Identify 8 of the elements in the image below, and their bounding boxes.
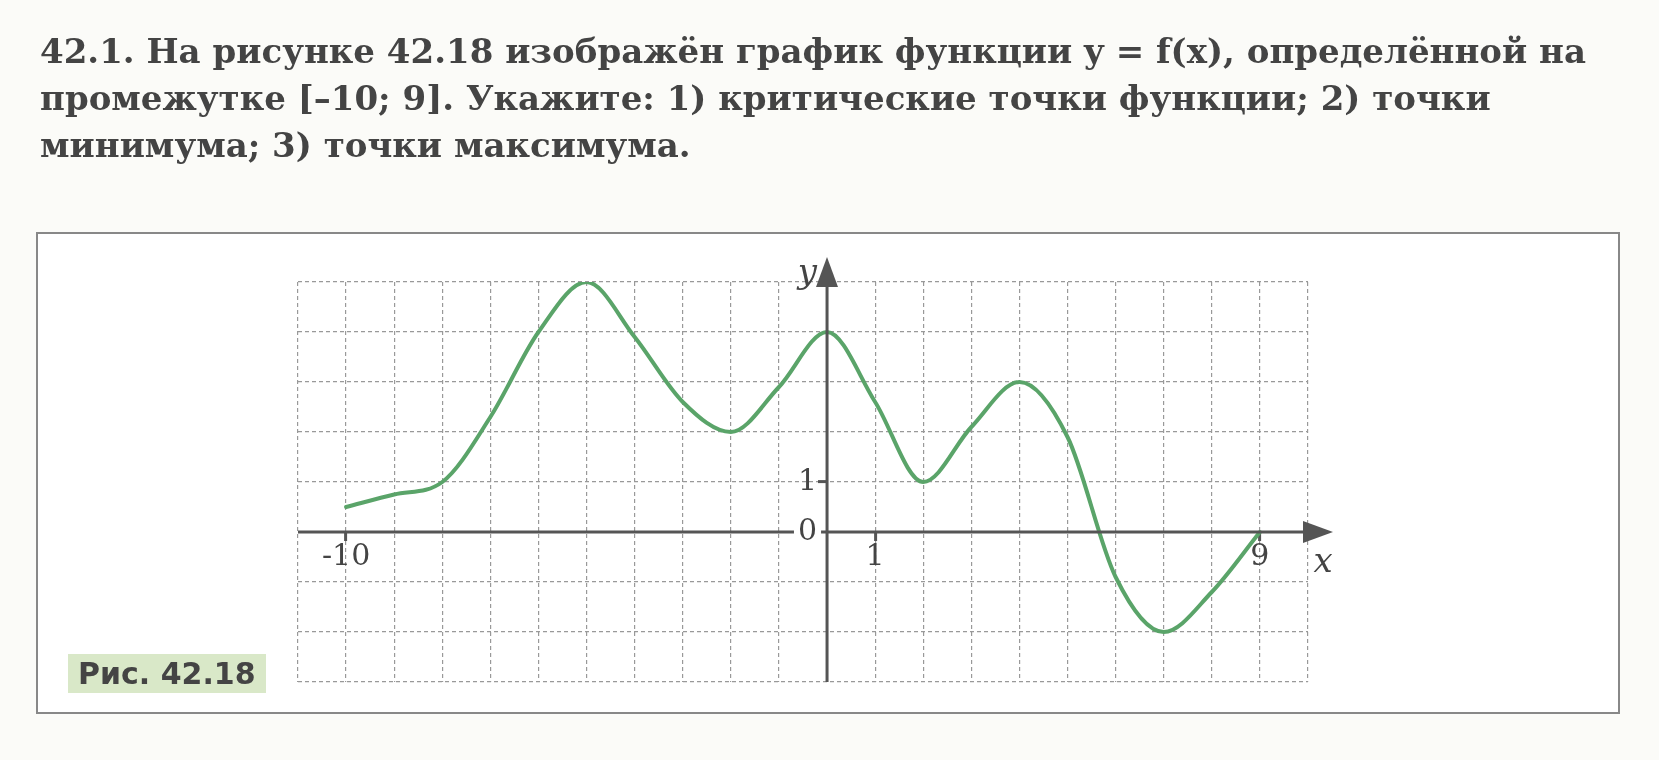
x-tick-label: -10 — [321, 536, 371, 572]
chart-title: 42.1. На рисунке 42.18 изображён график функции y = f(x), определённой на промежутке [–10; 9]. Укажите: 1) критические точки функции; 2) точки минимума; 3) точки максимума. — [40, 30, 1588, 167]
x-tick-label: 1 — [865, 536, 885, 572]
text: Рис. 42.18 — [68, 654, 266, 693]
x-tick-label: 9 — [1250, 536, 1270, 572]
x-axis-title: x — [1313, 539, 1333, 580]
y-tick-label: 0 — [797, 511, 818, 547]
y-axis-title: y — [795, 250, 818, 291]
